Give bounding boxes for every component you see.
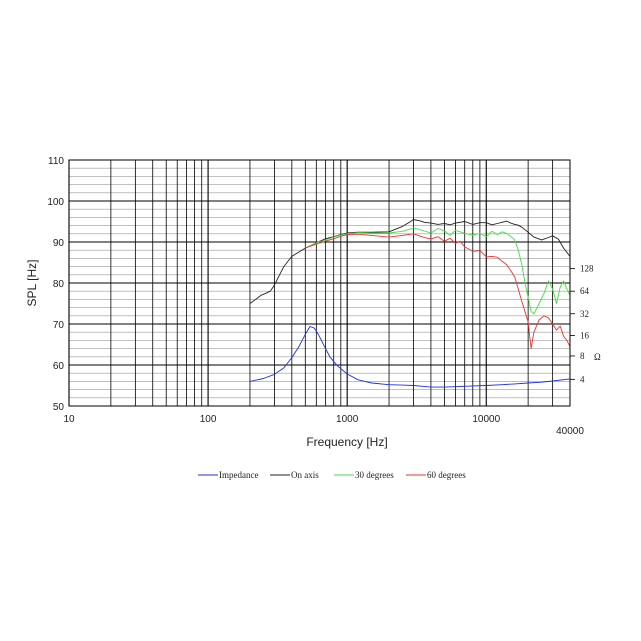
- y-axis-label: SPL [Hz]: [25, 260, 39, 307]
- legend: Impedance On axis 30 degrees 60 degrees: [198, 470, 466, 480]
- impedance-tick-label: 64: [580, 286, 590, 296]
- legend-label: 60 degrees: [427, 470, 466, 480]
- impedance-tick-label: 32: [580, 309, 589, 319]
- legend-label: On axis: [291, 470, 319, 480]
- y-tick-labels: 50 60 70 80 90 100 110: [47, 156, 64, 413]
- legend-label: Impedance: [219, 470, 258, 480]
- x-tick-label: 10000: [472, 414, 500, 425]
- y-tick-label: 70: [53, 320, 65, 331]
- y-tick-label: 50: [53, 402, 65, 413]
- series-layer: [249, 219, 571, 388]
- plot-border: [68, 159, 571, 407]
- impedance-tick-label: 8: [580, 351, 585, 361]
- x-tick-label: 1000: [336, 414, 359, 425]
- impedance-tick-label: 16: [580, 330, 590, 340]
- impedance-unit-label: Ω: [594, 352, 601, 362]
- series-line-1: [249, 219, 571, 304]
- impedance-tick-labels: 4 8 16 32 64 128: [570, 264, 594, 384]
- series-line-2: [305, 227, 571, 315]
- y-tick-label: 80: [53, 279, 65, 290]
- x-tick-label: 40000: [556, 426, 584, 437]
- impedance-tick-label: 128: [580, 264, 594, 274]
- series-line-0: [249, 326, 571, 388]
- legend-label: 30 degrees: [355, 470, 394, 480]
- y-tick-label: 90: [53, 238, 65, 249]
- x-axis-label: Frequency [Hz]: [306, 435, 387, 449]
- series-line-3: [305, 233, 571, 350]
- x-tick-label: 10: [63, 414, 75, 425]
- impedance-tick-label: 4: [580, 374, 585, 384]
- x-tick-labels: 10 100 1000 10000 40000: [63, 414, 584, 437]
- x-tick-label: 100: [200, 414, 217, 425]
- y-tick-label: 60: [53, 361, 65, 372]
- y-tick-label: 100: [47, 197, 64, 208]
- major-grid: [68, 159, 571, 407]
- y-tick-label: 110: [48, 156, 64, 167]
